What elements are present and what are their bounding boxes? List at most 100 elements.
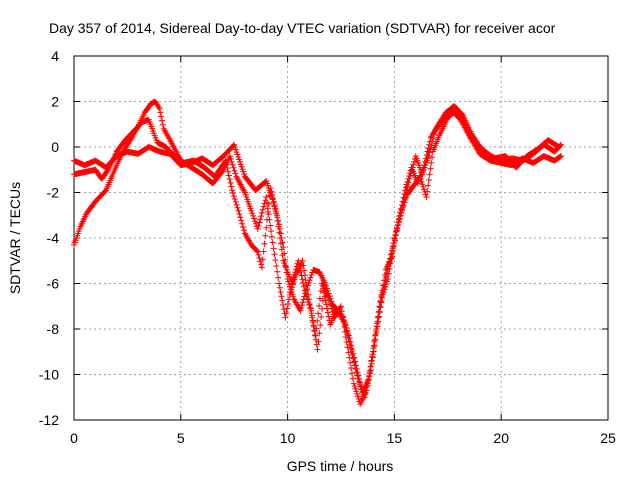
data-point xyxy=(411,158,418,165)
data-point xyxy=(425,176,432,183)
data-point xyxy=(305,299,312,306)
data-point xyxy=(374,323,381,330)
data-point xyxy=(420,183,427,190)
data-point xyxy=(258,264,265,271)
data-point xyxy=(354,390,361,397)
data-point xyxy=(345,332,352,339)
data-point xyxy=(286,291,293,298)
data-point xyxy=(315,310,322,317)
data-point xyxy=(400,202,407,209)
data-point xyxy=(320,289,327,296)
data-point xyxy=(428,159,435,166)
data-points xyxy=(71,98,565,408)
series-3 xyxy=(71,107,562,396)
y-tick-label: -2 xyxy=(47,185,60,201)
data-point xyxy=(377,298,384,305)
data-point xyxy=(249,210,256,217)
data-point xyxy=(555,143,562,150)
data-point xyxy=(322,297,329,304)
data-point xyxy=(276,280,283,287)
data-point xyxy=(324,305,331,312)
data-point xyxy=(426,149,433,156)
data-point xyxy=(311,327,318,334)
data-point xyxy=(346,335,353,342)
data-point xyxy=(425,153,432,160)
data-point xyxy=(368,357,375,364)
data-point xyxy=(232,198,239,205)
data-point xyxy=(383,281,390,288)
data-point xyxy=(264,216,271,223)
data-point xyxy=(355,395,362,402)
data-point xyxy=(271,202,278,209)
data-point xyxy=(316,330,323,337)
y-tick-label: -10 xyxy=(39,367,59,383)
data-point xyxy=(284,305,291,312)
data-point xyxy=(271,251,278,258)
data-point xyxy=(399,204,406,211)
data-point xyxy=(262,232,269,239)
data-point xyxy=(278,293,285,300)
data-point xyxy=(348,342,355,349)
data-point xyxy=(288,280,295,287)
data-point xyxy=(301,267,308,274)
data-point xyxy=(227,156,234,163)
data-point xyxy=(323,285,330,292)
data-point xyxy=(306,277,313,284)
data-point xyxy=(324,287,331,294)
data-point xyxy=(260,203,267,210)
data-point xyxy=(417,173,424,180)
data-point xyxy=(300,279,307,286)
data-point xyxy=(295,257,302,264)
data-point xyxy=(352,358,359,365)
data-point xyxy=(300,262,307,269)
data-point xyxy=(290,293,297,300)
data-point xyxy=(327,295,334,302)
data-point xyxy=(230,164,237,171)
data-point xyxy=(310,322,317,329)
data-point xyxy=(344,327,351,334)
data-point xyxy=(299,276,306,283)
data-point xyxy=(344,329,351,336)
data-point xyxy=(429,154,436,161)
data-point xyxy=(340,317,347,324)
data-point xyxy=(276,284,283,291)
data-point xyxy=(254,225,261,232)
data-point xyxy=(349,375,356,382)
data-point xyxy=(388,255,395,262)
data-point xyxy=(307,304,314,311)
data-point xyxy=(272,257,279,264)
data-point xyxy=(240,223,247,230)
data-point xyxy=(378,299,385,306)
data-point xyxy=(353,365,360,372)
data-point xyxy=(298,304,305,311)
data-point xyxy=(270,245,277,252)
y-tick-label: 2 xyxy=(51,94,59,110)
data-point xyxy=(277,240,284,247)
data-point xyxy=(314,346,321,353)
data-point xyxy=(308,312,315,319)
data-point xyxy=(384,278,391,285)
data-point xyxy=(391,235,398,241)
data-point xyxy=(308,272,315,279)
data-point xyxy=(403,194,410,201)
data-point xyxy=(297,307,304,314)
data-point xyxy=(354,393,361,400)
data-point xyxy=(427,165,434,172)
data-point xyxy=(375,318,382,325)
data-point xyxy=(376,303,383,310)
data-point xyxy=(228,183,235,190)
data-point xyxy=(263,194,270,201)
data-point xyxy=(287,286,294,293)
data-point xyxy=(239,220,246,227)
data-point xyxy=(279,297,286,304)
data-point xyxy=(378,294,385,301)
data-point xyxy=(251,215,258,222)
data-point xyxy=(356,376,363,383)
data-point xyxy=(288,288,295,295)
data-point xyxy=(270,198,277,205)
data-point xyxy=(258,261,265,268)
data-point xyxy=(419,181,426,188)
data-point xyxy=(350,380,357,387)
data-point xyxy=(292,266,299,273)
data-point xyxy=(324,309,331,316)
